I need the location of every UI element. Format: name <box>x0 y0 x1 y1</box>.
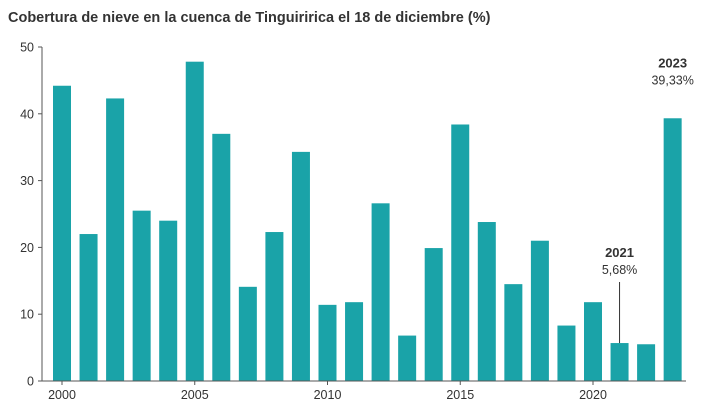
bar-2014 <box>424 248 443 381</box>
bar-2021 <box>610 343 629 381</box>
chart-title: Cobertura de nieve en la cuenca de Tingu… <box>8 10 491 26</box>
y-tick-label: 30 <box>20 174 34 188</box>
annotation-value-2023: 39,33% <box>651 73 693 87</box>
bar-2013 <box>398 335 417 381</box>
bar-2007 <box>238 286 257 381</box>
x-tick-label: 2020 <box>579 388 607 402</box>
bar-2006 <box>212 133 231 381</box>
y-tick-label: 50 <box>20 41 34 55</box>
annotation-year-2021: 2021 <box>605 245 634 260</box>
bar-2003 <box>132 210 151 381</box>
y-axis-ticks: 0 10 20 30 40 50 <box>20 41 43 389</box>
bar-2012 <box>371 203 390 381</box>
y-tick-label: 10 <box>20 308 34 322</box>
y-tick-label: 40 <box>20 107 34 121</box>
y-tick-label: 0 <box>27 375 34 389</box>
bar-2001 <box>79 234 98 381</box>
x-tick-label: 2000 <box>48 388 76 402</box>
bar-2005 <box>185 61 204 382</box>
y-tick-label: 20 <box>20 241 34 255</box>
bar-2017 <box>504 284 523 381</box>
bar-2015 <box>451 124 470 381</box>
x-tick-label: 2015 <box>446 388 474 402</box>
bar-2008 <box>265 232 284 381</box>
bar-2019 <box>557 325 576 381</box>
bar-2022 <box>637 344 656 381</box>
annotation-year-2023: 2023 <box>658 55 687 70</box>
bars-group <box>53 61 682 382</box>
bar-2009 <box>291 151 310 381</box>
bar-2000 <box>53 85 71 381</box>
annotation-value-2021: 5,68% <box>602 263 637 277</box>
x-axis: 2000 2005 2010 2015 2020 <box>42 380 686 402</box>
bar-2016 <box>477 222 496 381</box>
bar-2023 <box>663 118 682 381</box>
bar-2018 <box>530 240 549 381</box>
bar-2002 <box>106 98 125 381</box>
bar-2010 <box>318 304 337 381</box>
bar-2011 <box>345 302 364 381</box>
annotations-group: 2021 5,68% 2023 39,33% <box>602 55 694 344</box>
bar-2020 <box>584 302 602 381</box>
x-tick-label: 2010 <box>314 388 342 402</box>
bar-2004 <box>159 220 178 381</box>
x-tick-label: 2005 <box>181 388 209 402</box>
